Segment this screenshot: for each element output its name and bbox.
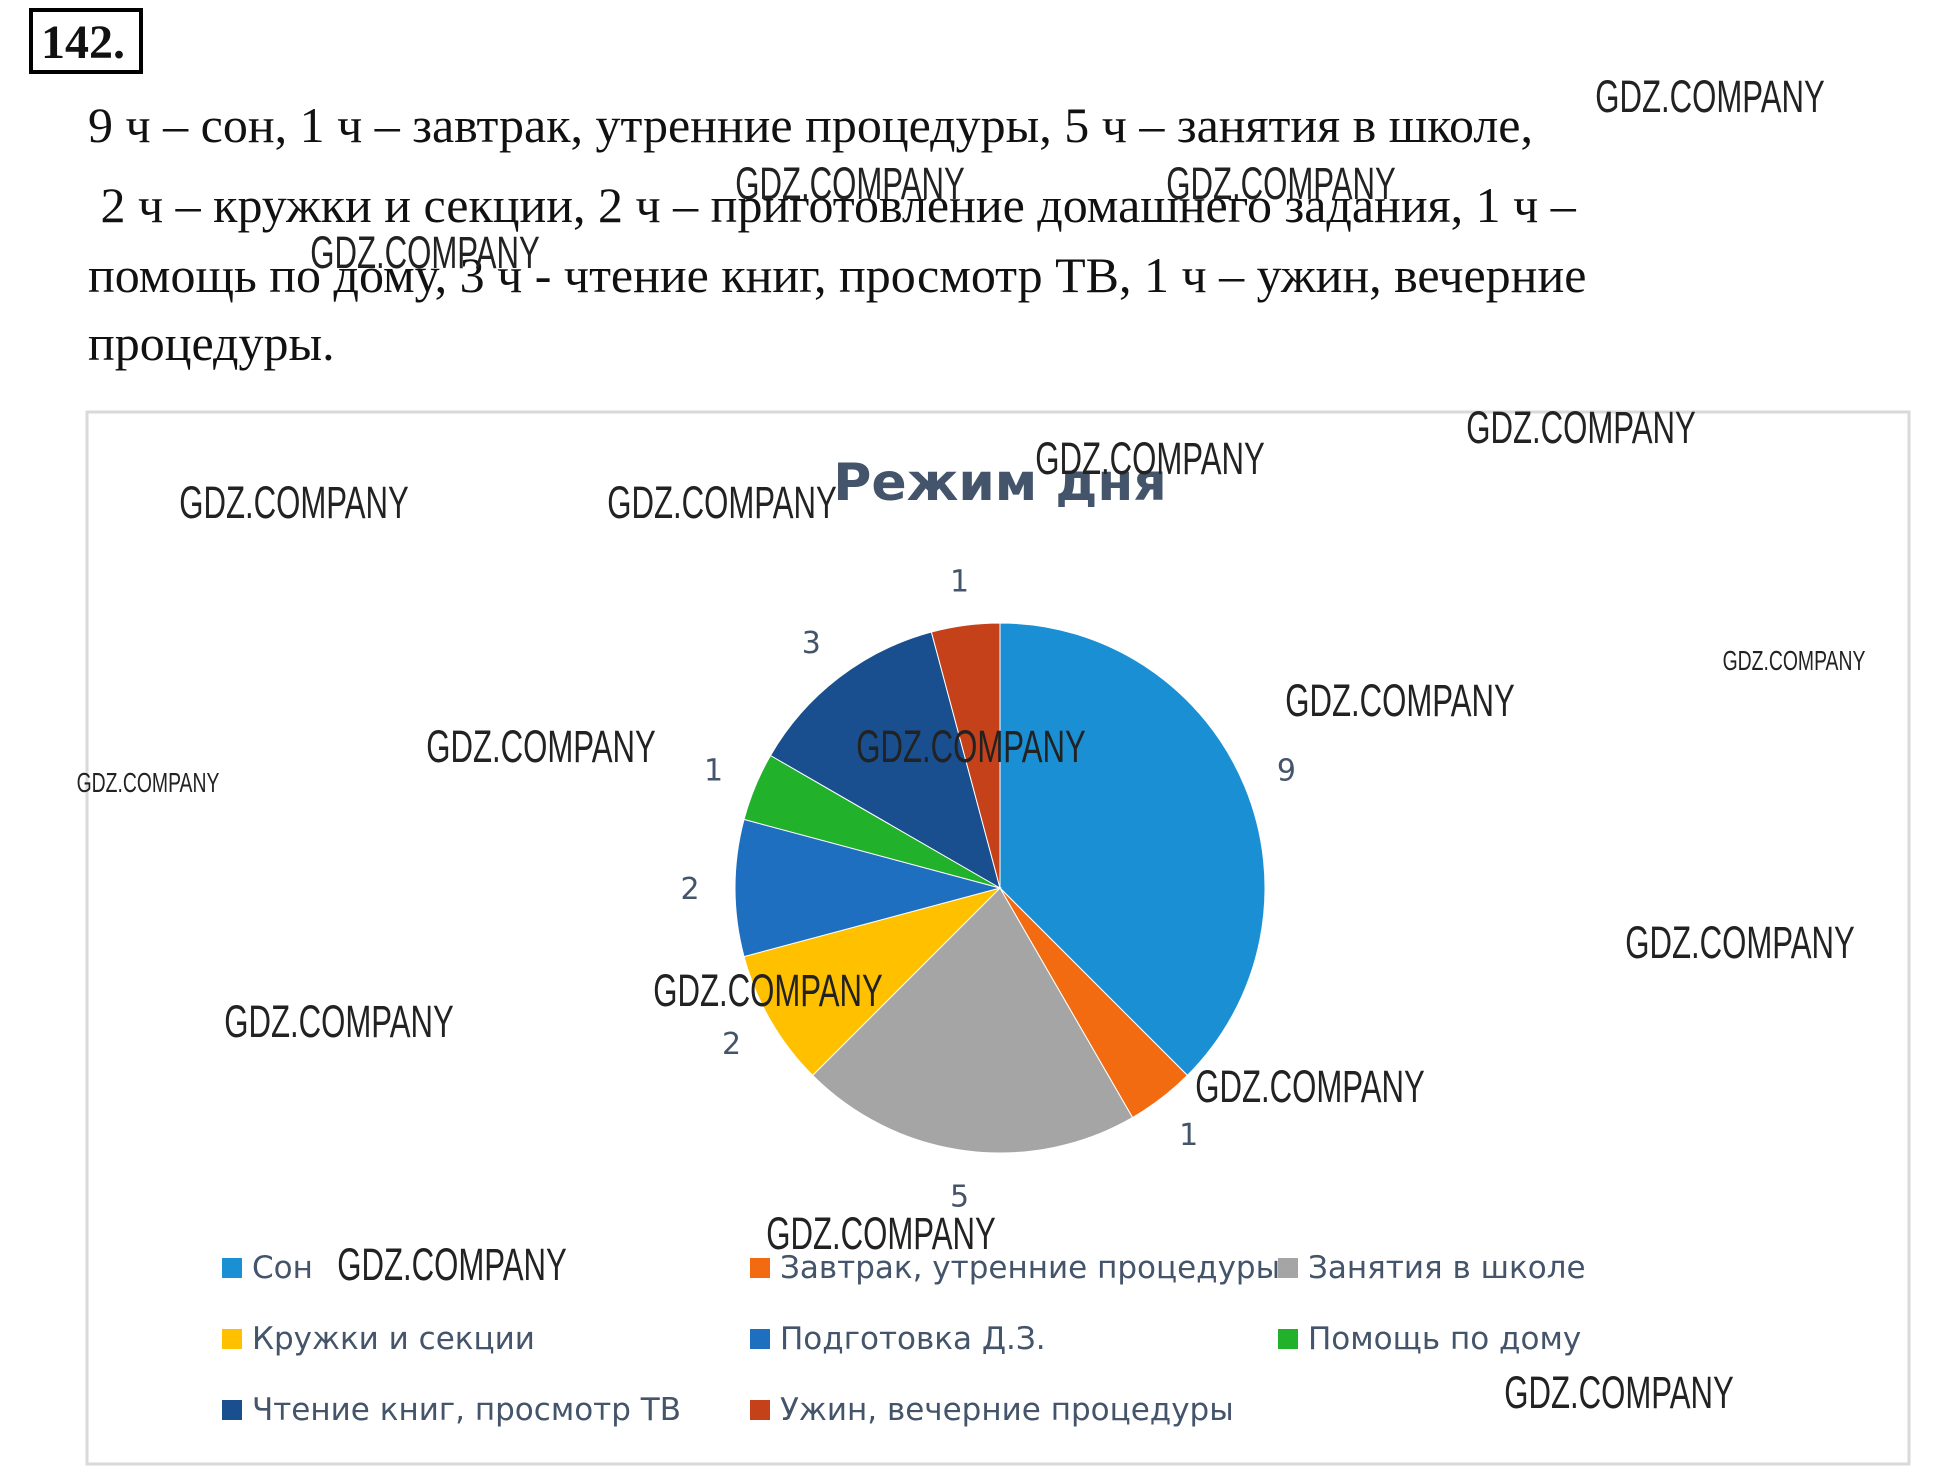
data-label: 1 — [1179, 1118, 1198, 1153]
text-line: 2 ч – кружки и секции, 2 ч – приготовлен… — [88, 177, 1577, 233]
legend-label: Занятия в школе — [1308, 1250, 1586, 1286]
legend-swatch — [750, 1258, 770, 1278]
watermark: GDZ.COMPANY — [1285, 675, 1515, 726]
chart-title: Режим дня — [833, 453, 1166, 513]
watermark: GDZ.COMPANY — [179, 477, 409, 528]
text-line: 9 ч – сон, 1 ч – завтрак, утренние проце… — [88, 97, 1533, 153]
watermark: GDZ.COMPANY — [735, 158, 965, 209]
pie-slice — [930, 622, 1001, 889]
watermark: GDZ.COMPANY — [77, 767, 220, 798]
legend-label: Завтрак, утренние процедуры — [780, 1250, 1280, 1286]
pie-slice — [743, 887, 1002, 1077]
data-label: 1 — [704, 753, 723, 788]
legend-label: Ужин, вечерние процедуры — [780, 1392, 1234, 1428]
pie-slice — [811, 887, 1134, 1154]
data-label: 3 — [802, 626, 821, 661]
watermark: GDZ.COMPANY — [766, 1208, 996, 1259]
watermark: GDZ.COMPANY — [224, 996, 454, 1047]
legend-swatch — [222, 1329, 242, 1349]
problem-number: 142. — [41, 16, 125, 69]
pie-slice — [999, 622, 1266, 1077]
watermark: GDZ.COMPANY — [1035, 433, 1265, 484]
legend-label: Помощь по дому — [1308, 1321, 1581, 1357]
watermark: GDZ.COMPANY — [1195, 1061, 1425, 1112]
watermark: GDZ.COMPANY — [337, 1239, 567, 1290]
number-box — [29, 8, 143, 74]
watermarks: GDZ.COMPANY GDZ.COMPANY GDZ.COMPANY GDZ.COM… — [77, 71, 1866, 1418]
watermark: GDZ.COMPANY — [310, 227, 540, 278]
watermark: GDZ.COMPANY — [607, 477, 837, 528]
watermark: GDZ.COMPANY — [653, 965, 883, 1016]
watermark: GDZ.COMPANY — [1723, 645, 1866, 676]
watermark: GDZ.COMPANY — [1625, 917, 1855, 968]
legend-label: Сон — [252, 1250, 313, 1286]
legend: Сон Завтрак, утренние процедуры Занятия в … — [222, 1250, 1586, 1428]
watermark: GDZ.COMPANY — [1166, 158, 1396, 209]
legend-swatch — [222, 1258, 242, 1278]
legend-swatch — [750, 1329, 770, 1349]
legend-swatch — [1278, 1329, 1298, 1349]
watermark: GDZ.COMPANY — [1466, 402, 1696, 453]
watermark: GDZ.COMPANY — [1504, 1367, 1734, 1418]
data-label: 9 — [1277, 753, 1296, 788]
watermark: GDZ.COMPANY — [856, 721, 1086, 772]
legend-swatch — [750, 1400, 770, 1420]
legend-label: Чтение книг, просмотр ТВ — [252, 1392, 681, 1428]
text-line: помощь по дому, 3 ч - чтение книг, просм… — [88, 247, 1586, 303]
watermark: GDZ.COMPANY — [1595, 71, 1825, 122]
legend-label: Подготовка Д.З. — [780, 1321, 1046, 1357]
legend-swatch — [222, 1400, 242, 1420]
legend-swatch — [1278, 1258, 1298, 1278]
data-label: 2 — [722, 1027, 741, 1062]
watermark: GDZ.COMPANY — [426, 721, 656, 772]
data-label: 2 — [680, 872, 699, 907]
pie-slice — [769, 631, 1001, 890]
pie: 9 1 5 2 2 1 3 1 — [680, 565, 1295, 1215]
data-label: 5 — [950, 1179, 969, 1214]
pie-slice — [734, 818, 1002, 958]
data-label: 1 — [950, 565, 969, 600]
legend-label: Кружки и секции — [252, 1321, 535, 1357]
text-line: процедуры. — [88, 315, 335, 371]
